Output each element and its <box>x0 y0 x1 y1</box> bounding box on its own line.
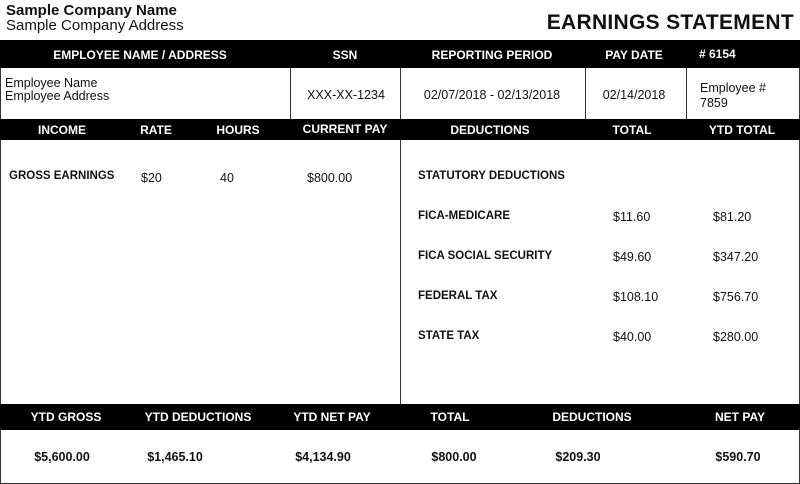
deduction-total: $11.60 <box>613 210 651 224</box>
summary-header: TOTAL <box>430 410 470 424</box>
income-rate: $20 <box>141 171 162 185</box>
employee-number: 7859 <box>700 96 728 110</box>
deduction-ytd: $280.00 <box>713 330 759 344</box>
company-address: Sample Company Address <box>6 17 184 34</box>
header-ytd-total: YTD TOTAL <box>708 123 776 137</box>
summary-header: YTD NET PAY <box>293 410 371 424</box>
deduction-ytd: $81.20 <box>713 210 752 224</box>
pay-date-value: 02/14/2018 <box>602 88 666 102</box>
summary-header-bar <box>0 404 800 430</box>
employee-address: Employee Address <box>5 89 110 103</box>
income-current-pay: $800.00 <box>307 171 353 185</box>
deductions-value: $209.30 <box>555 450 601 464</box>
header-pay-date: PAY DATE <box>605 48 663 62</box>
header-current-pay: CURRENT PAY <box>302 122 388 136</box>
deduction-ytd: $756.70 <box>713 290 759 304</box>
ssn-value: XXX-XX-1234 <box>307 88 385 102</box>
header-deductions: DEDUCTIONS <box>450 123 530 137</box>
deduction-label: STATE TAX <box>418 330 480 342</box>
deduction-label: FEDERAL TAX <box>418 290 498 302</box>
deduction-label: FICA-MEDICARE <box>418 210 510 222</box>
summary-header: YTD DEDUCTIONS <box>144 410 252 424</box>
deduction-ytd: $347.20 <box>713 250 759 264</box>
header-ssn: SSN <box>332 48 358 62</box>
net-pay-value: $590.70 <box>715 450 761 464</box>
header-employee: EMPLOYEE NAME / ADDRESS <box>53 48 227 62</box>
employee-name: Employee Name <box>5 76 98 90</box>
income-label: GROSS EARNINGS <box>9 170 115 182</box>
detail-header-bar <box>0 119 800 140</box>
document-title: EARNINGS STATEMENT <box>546 11 794 34</box>
income-hours: 40 <box>220 171 234 185</box>
deduction-label: FICA SOCIAL SECURITY <box>418 250 553 262</box>
total-value: $800.00 <box>431 450 477 464</box>
deduction-total: $40.00 <box>613 330 652 344</box>
check-number: # 6154 <box>699 47 736 61</box>
summary-header: YTD GROSS <box>30 410 102 424</box>
summary-header: NET PAY <box>714 410 766 424</box>
deductions-section: STATUTORY DEDUCTIONS <box>418 170 565 182</box>
header-hours: HOURS <box>216 123 260 137</box>
info-header-bar <box>0 40 800 68</box>
summary-header: DEDUCTIONS <box>552 410 632 424</box>
period-value: 02/07/2018 - 02/13/2018 <box>423 88 561 102</box>
header-rate: RATE <box>140 123 172 137</box>
deduction-total: $49.60 <box>613 250 652 264</box>
header-income: INCOME <box>38 123 86 137</box>
company-name: Sample Company Name <box>6 2 177 19</box>
employee-number-label: Employee # <box>700 81 767 95</box>
ytd-gross-value: $5,600.00 <box>34 450 90 464</box>
header-period: REPORTING PERIOD <box>431 48 553 62</box>
header-total: TOTAL <box>612 123 652 137</box>
ytd-deductions-value: $1,465.10 <box>147 450 203 464</box>
deduction-total: $108.10 <box>613 290 659 304</box>
ytd-net-pay-value: $4,134.90 <box>295 450 351 464</box>
